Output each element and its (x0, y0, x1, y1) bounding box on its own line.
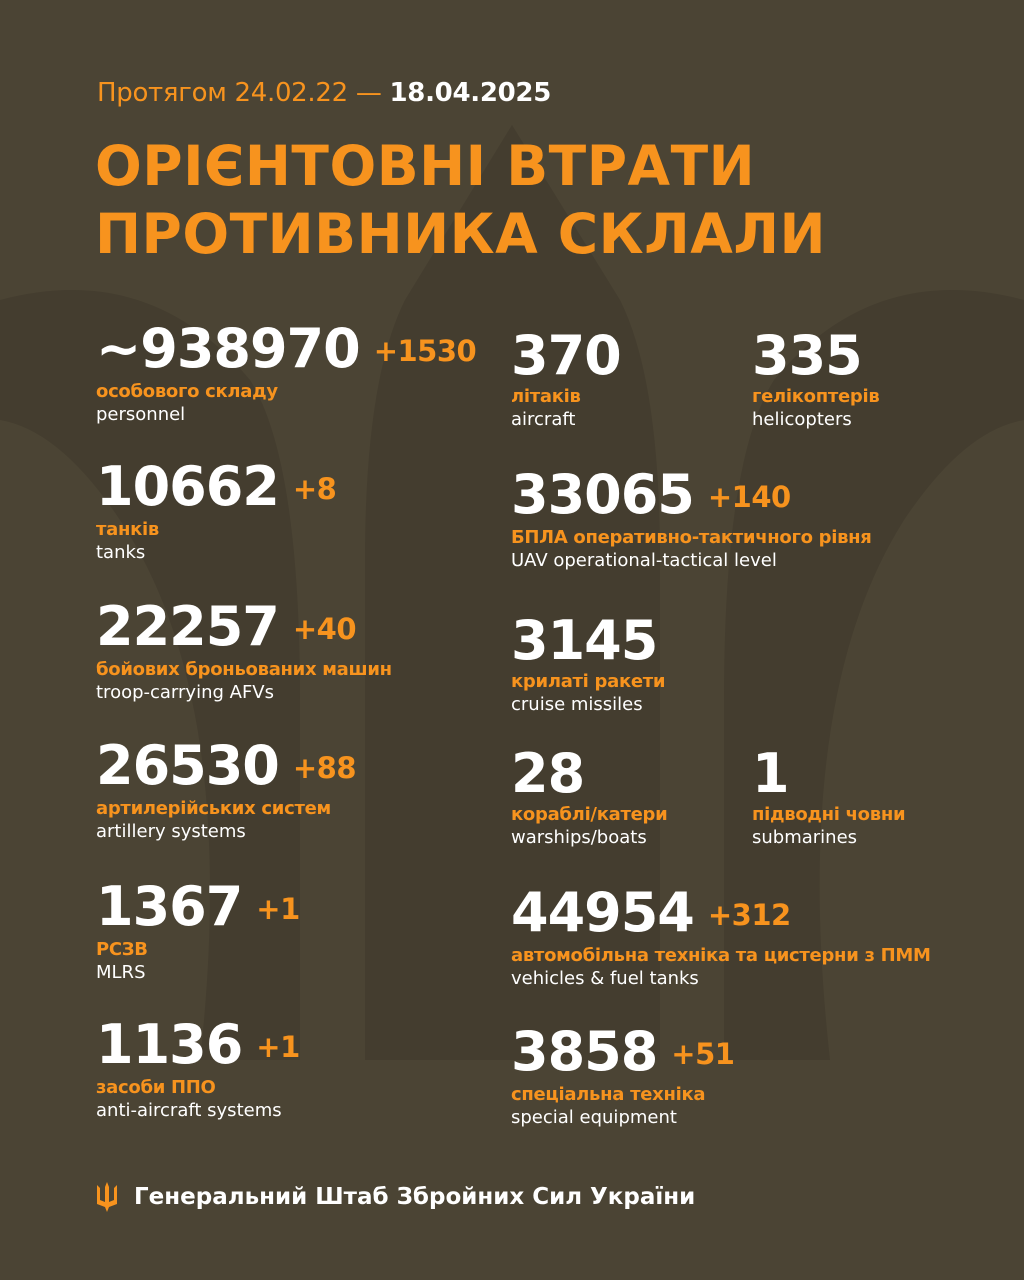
period-start: Протягом 24.02.22 — (97, 78, 382, 108)
stat-special-equipment: 3858 +51 спеціальна техніка special equipme… (511, 1020, 735, 1129)
stat-value: 28 (511, 742, 585, 805)
stat-delta: +88 (292, 751, 357, 785)
stat-value: 1 (752, 742, 790, 805)
stat-label-en: anti-aircraft systems (96, 1100, 282, 1121)
stat-value: 3858 (511, 1020, 658, 1083)
stat-delta: +1 (256, 892, 300, 926)
stat-label-en: MLRS (96, 962, 146, 983)
stat-value: 3145 (511, 609, 658, 672)
stat-label-en: personnel (96, 404, 186, 425)
stat-label-en: warships/boats (511, 827, 647, 848)
stat-value: 44954 (511, 881, 695, 944)
stat-delta: +1530 (373, 334, 477, 368)
stat-label-ua: засоби ППО (96, 1077, 216, 1098)
title-line-1: ОРІЄНТОВНІ ВТРАТИ (95, 134, 756, 198)
stat-label-en: vehicles & fuel tanks (511, 968, 699, 989)
stat-label-en: cruise missiles (511, 694, 643, 715)
stat-value: 10662 (96, 455, 280, 518)
stat-value: 335 (752, 324, 863, 387)
stat-warships: 28 кораблі/катери warships/boats (511, 742, 668, 849)
stat-label-ua: підводні човни (752, 804, 906, 825)
stat-label-en: UAV operational-tactical level (511, 550, 777, 571)
stat-submarines: 1 підводні човни submarines (752, 742, 906, 849)
stat-label-en: artillery systems (96, 821, 246, 842)
stat-value: 33065 (511, 463, 695, 526)
stat-label-en: special equipment (511, 1107, 677, 1128)
stat-label-ua: бойових броньованих машин (96, 659, 392, 680)
stat-label-en: aircraft (511, 409, 576, 430)
title-line-2: ПРОТИВНИКА СКЛАЛИ (95, 202, 827, 266)
stat-uav: 33065 +140 БПЛА оперативно-тактичного рівн… (511, 466, 872, 572)
stat-label-ua: танків (96, 519, 159, 540)
stat-label-ua: БПЛА оперативно-тактичного рівня (511, 527, 872, 548)
stat-cruise-missiles: 3145 крилаті ракети cruise missiles (511, 609, 666, 716)
stat-afv: 22257 +40 бойових броньованих машин troop-c… (96, 598, 392, 704)
stat-value: 1136 (96, 1013, 243, 1076)
stat-label-ua: спеціальна техніка (511, 1084, 706, 1105)
stat-value: 370 (511, 324, 622, 387)
stat-label-ua: автомобільна техніка та цистерни з ПММ (511, 945, 931, 966)
stat-delta: +51 (671, 1037, 735, 1071)
stat-value: 26530 (96, 734, 280, 797)
period-subtitle: Протягом 24.02.22 — 18.04.2025 (97, 78, 551, 108)
stat-label-ua: особового складу (96, 381, 278, 402)
stat-tanks: 10662 +8 танків tanks (96, 455, 337, 564)
stat-label-ua: кораблі/катери (511, 804, 668, 825)
stat-delta: +1 (256, 1030, 300, 1064)
stat-label-ua: артилерійських систем (96, 798, 331, 819)
stat-label-ua: літаків (511, 386, 581, 407)
stat-value: 22257 (96, 595, 280, 658)
stat-aircraft: 370 літаків aircraft (511, 324, 622, 431)
stat-label-en: troop-carrying AFVs (96, 682, 274, 703)
stat-artillery: 26530 +88 артилерійських систем artillery s… (96, 734, 357, 843)
stat-delta: +312 (707, 898, 791, 932)
footer: Генеральний Штаб Збройних Сил України (96, 1182, 695, 1212)
stat-delta: +140 (707, 480, 791, 514)
stat-label-ua: РСЗВ (96, 939, 148, 960)
stat-helicopters: 335 гелікоптерів helicopters (752, 324, 880, 431)
stat-label-ua: крилаті ракети (511, 671, 666, 692)
stat-vehicles: 44954 +312 автомобільна техніка та цистерн… (511, 884, 931, 990)
stat-anti-aircraft: 1136 +1 засоби ППО anti-aircraft systems (96, 1016, 300, 1122)
stat-delta: +40 (292, 612, 357, 646)
stat-label-ua: гелікоптерів (752, 386, 880, 407)
trident-icon (97, 1182, 117, 1212)
stat-mlrs: 1367 +1 РСЗВ MLRS (96, 878, 300, 984)
stat-label-en: helicopters (752, 409, 852, 430)
page-title: ОРІЄНТОВНІ ВТРАТИ ПРОТИВНИКА СКЛАЛИ (95, 132, 826, 268)
stat-label-en: tanks (96, 542, 146, 563)
stat-value: ~938970 (96, 317, 361, 380)
organization-name: Генеральний Штаб Збройних Сил України (134, 1184, 696, 1210)
stat-delta: +8 (292, 472, 337, 506)
stat-label-en: submarines (752, 827, 858, 848)
stat-personnel: ~938970 +1530 особового складу personnel (96, 317, 477, 426)
period-end: 18.04.2025 (389, 78, 552, 108)
stat-value: 1367 (96, 875, 243, 938)
